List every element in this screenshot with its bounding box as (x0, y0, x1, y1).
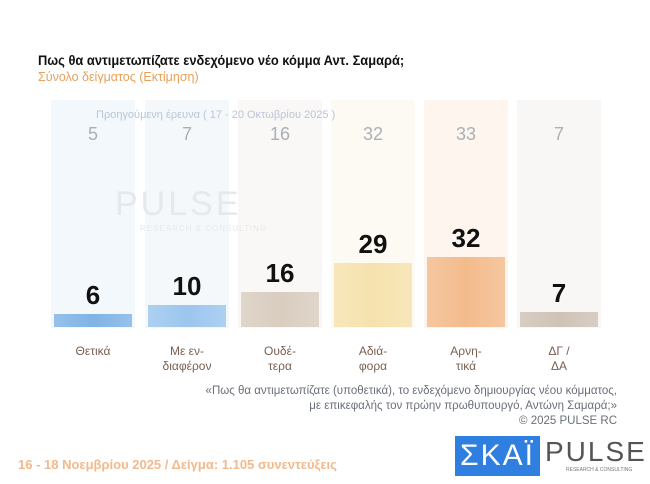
column-background (51, 100, 135, 328)
bar-value-label: 7 (551, 277, 567, 308)
column-background (517, 100, 601, 328)
question-quote: «Πως θα αντιμετωπίζατε (υποθετικά), το ε… (206, 384, 617, 429)
bar-value-label: 29 (358, 229, 388, 260)
bar-value-label: 6 (85, 279, 101, 310)
bar (241, 291, 319, 327)
previous-survey-label: Προηγούμενη έρευνα ( 17 - 20 Οκτωβρίου 2… (96, 109, 336, 121)
watermark-sub: RESEARCH & CONSULTING (140, 224, 268, 233)
bar (520, 311, 598, 327)
skai-logo: ΣΚΑΪ (455, 436, 540, 476)
category-label: Ουδέ- τερα (264, 344, 296, 373)
bar (427, 256, 505, 327)
watermark-logo: PULSE (115, 185, 242, 223)
quote-line: με επικεφαλής τον πρώην πρωθυπουργό, Αντ… (309, 400, 617, 412)
previous-value: 7 (553, 124, 564, 144)
bar (148, 305, 226, 327)
bar-value-label: 16 (265, 257, 295, 288)
category-label: Αρνη- τικά (450, 344, 482, 373)
chart-title: Πως θα αντιμετωπίζατε ενδεχόμενο νέο κόμ… (38, 52, 405, 68)
bar (54, 313, 132, 327)
pulse-logo: PULSE (545, 436, 647, 467)
category-label: Θετικά (75, 344, 111, 358)
category-label: ΔΓ / ΔΑ (548, 344, 570, 373)
copyright: © 2025 PULSE RC (519, 415, 617, 427)
previous-value: 7 (181, 124, 192, 144)
bar (334, 263, 412, 327)
survey-footer: 16 - 18 Νοεμβρίου 2025 / Δείγμα: 1.105 σ… (18, 457, 337, 472)
column-background (145, 100, 229, 328)
chart-subtitle: Σύνολο δείγματος (Εκτίμηση) (38, 70, 199, 84)
quote-line: «Πως θα αντιμετωπίζατε (υποθετικά), το ε… (205, 385, 617, 397)
previous-value: 5 (87, 124, 98, 144)
pulse-logo-sub: RESEARCH & CONSULTING (566, 467, 633, 473)
column-background (238, 100, 322, 328)
category-label: Αδιά- φορα (358, 344, 388, 373)
bar-value-label: 32 (451, 222, 481, 253)
bar-value-label: 10 (172, 271, 202, 301)
previous-value: 32 (362, 124, 384, 144)
previous-value: 16 (269, 124, 291, 144)
category-label: Με εν- διαφέρον (162, 344, 212, 373)
previous-value: 33 (455, 124, 477, 144)
